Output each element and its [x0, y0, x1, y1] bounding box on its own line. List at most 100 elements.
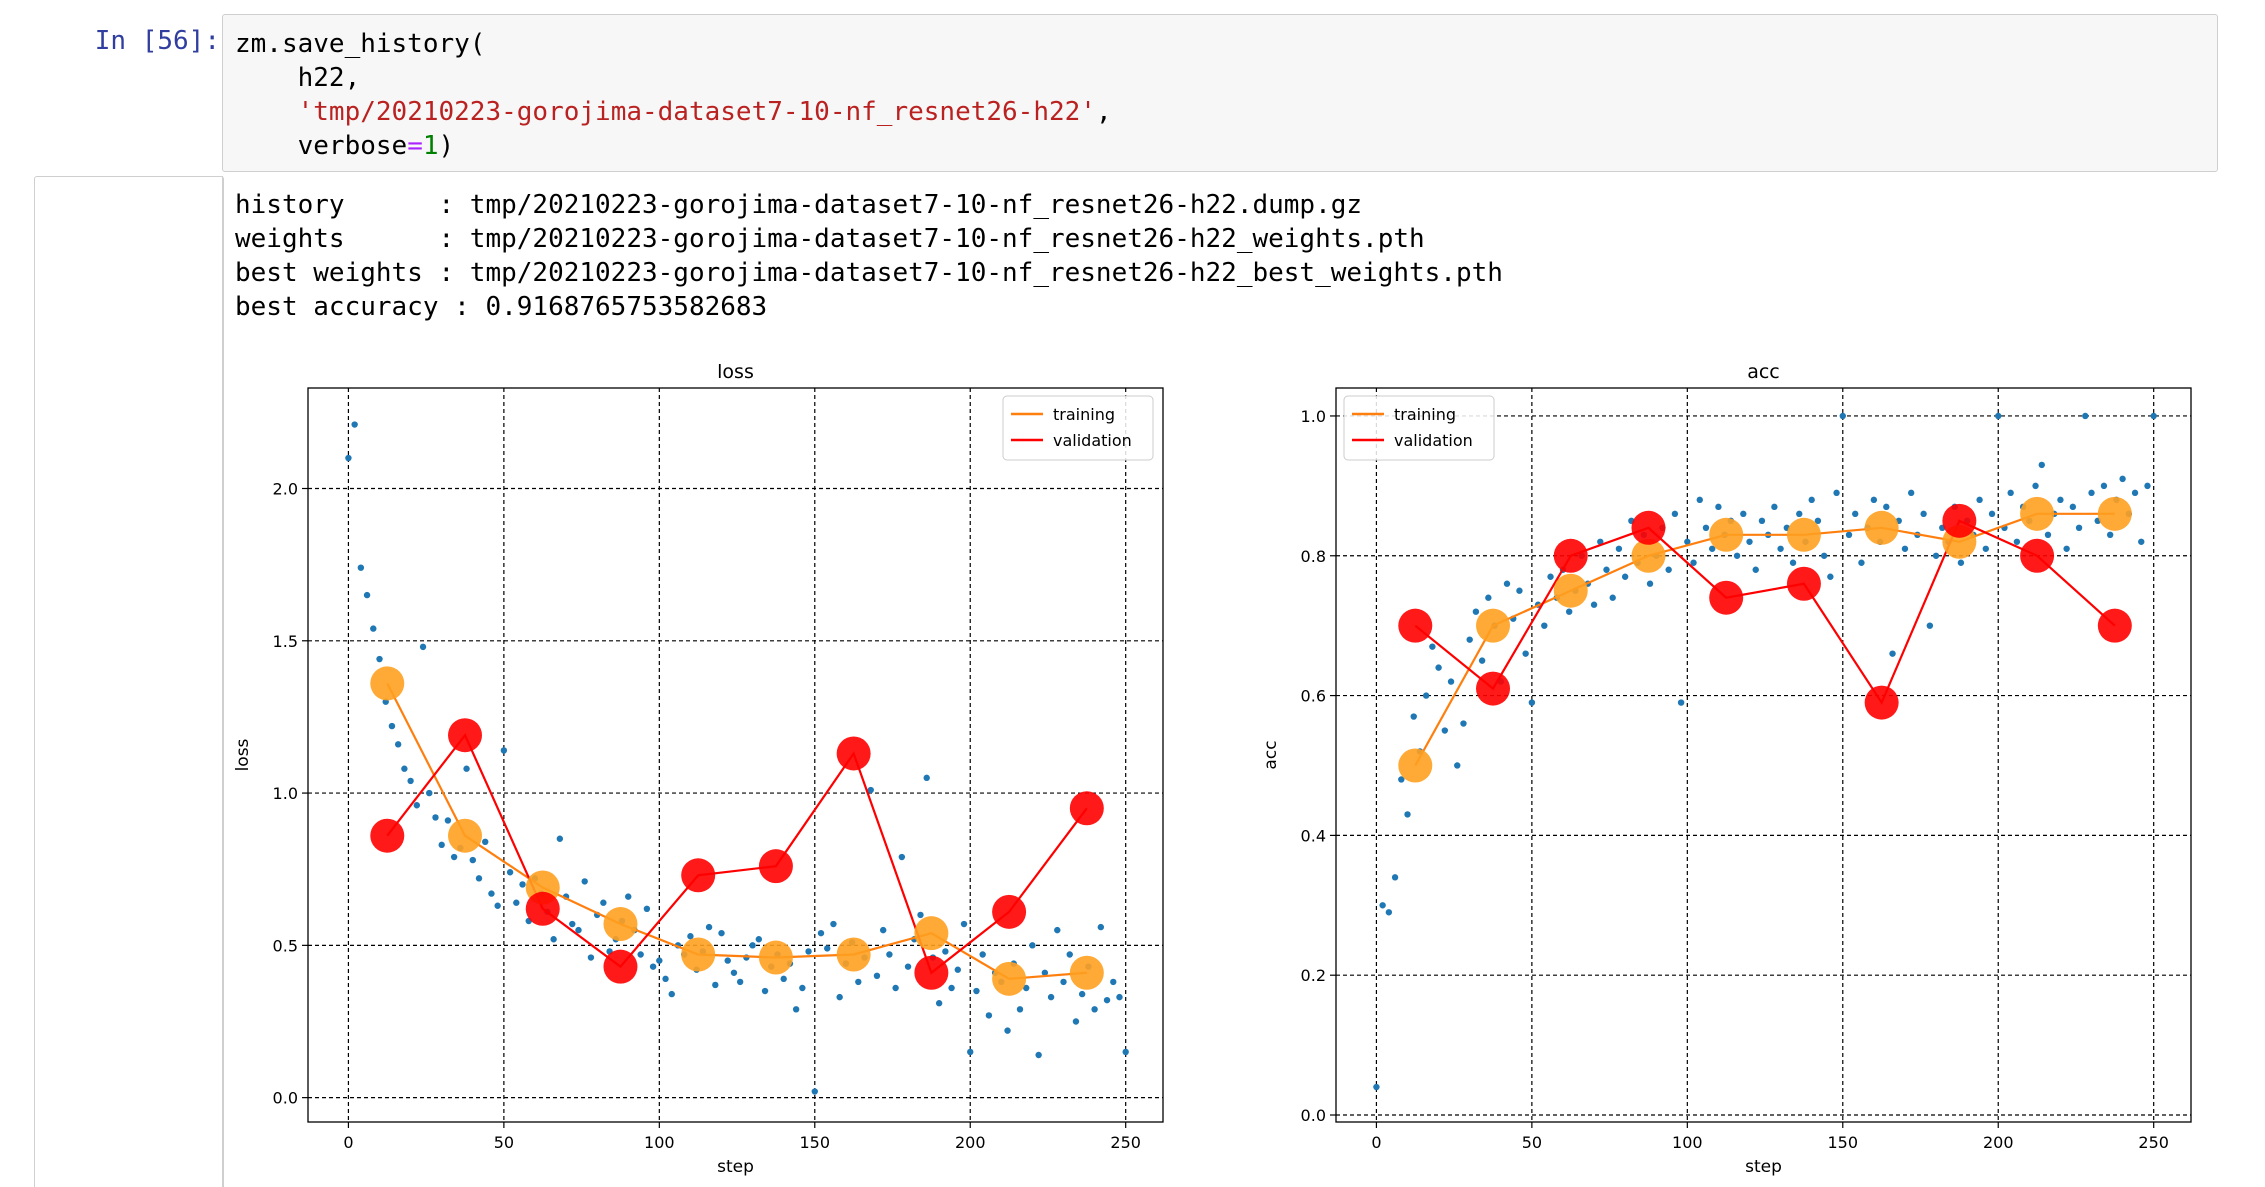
- validation-point: [1864, 685, 1899, 720]
- batch-point: [1404, 811, 1411, 818]
- validation-point: [681, 858, 716, 893]
- batch-point: [979, 951, 986, 958]
- batch-point: [1072, 1018, 1080, 1025]
- x-axis-label: step: [717, 1157, 754, 1177]
- training-point: [1786, 517, 1821, 552]
- batch-point: [450, 853, 458, 861]
- batch-point: [1004, 1027, 1011, 1034]
- batch-point: [892, 984, 899, 992]
- batch-point: [1883, 503, 1890, 511]
- batch-point: [2069, 503, 2077, 511]
- legend-label: training: [1053, 405, 1115, 424]
- batch-point: [1429, 643, 1436, 650]
- plot-frame: [307, 387, 1164, 1123]
- batch-point: [755, 936, 763, 943]
- batch-point: [482, 838, 489, 846]
- training-point: [1398, 748, 1433, 783]
- y-tick-label: 1.0: [273, 784, 298, 803]
- y-tick-label: 0.2: [1301, 966, 1326, 985]
- batch-point: [935, 1000, 943, 1007]
- batch-point: [749, 942, 756, 949]
- y-tick-label: 0.4: [1301, 826, 1326, 845]
- code-input-cell[interactable]: zm.save_history( h22, 'tmp/20210223-goro…: [222, 14, 2218, 172]
- batch-point: [898, 853, 906, 861]
- code-token: verbose: [235, 131, 408, 161]
- batch-point: [718, 929, 725, 937]
- batch-point: [1541, 622, 1548, 629]
- batch-point: [1041, 969, 1049, 976]
- batch-point: [388, 722, 396, 730]
- batch-point: [712, 981, 719, 989]
- y-tick-label: 0.5: [273, 936, 298, 955]
- legend-box: [1002, 395, 1154, 461]
- training-point: [1476, 608, 1511, 643]
- batch-point: [1758, 517, 1766, 525]
- batch-point: [1696, 496, 1703, 504]
- batch-point: [879, 926, 887, 934]
- code-editor[interactable]: zm.save_history( h22, 'tmp/20210223-goro…: [235, 27, 1112, 163]
- validation-point: [836, 736, 871, 771]
- batch-point: [469, 856, 476, 864]
- batch-point: [830, 920, 837, 928]
- validation-point: [914, 955, 949, 990]
- x-tick-label: 0: [343, 1133, 353, 1152]
- training-point: [370, 666, 405, 701]
- training-line: [1414, 512, 2115, 767]
- chart-title: loss: [717, 361, 754, 383]
- batch-point: [1603, 566, 1610, 573]
- batch-point: [923, 774, 930, 782]
- code-token: 1: [422, 131, 439, 161]
- batch-point: [1565, 608, 1573, 615]
- legend-label: validation: [1053, 431, 1132, 450]
- batch-point: [2138, 538, 2145, 545]
- batch-point: [1060, 978, 1067, 986]
- batch-point: [569, 920, 576, 928]
- training-point: [836, 937, 871, 972]
- batch-point: [780, 975, 787, 983]
- batch-point: [799, 984, 806, 992]
- batch-point: [1926, 622, 1934, 629]
- output-text: history : tmp/20210223-gorojima-dataset7…: [235, 188, 1503, 324]
- acc-chart: acc 0 50 100 150 200 250 0.0 0.2 0.4 0.6 0.8 1.0 step…: [1261, 361, 2192, 1177]
- y-axis-label: acc: [1261, 740, 1281, 769]
- batch-point: [1122, 1048, 1129, 1056]
- x-tick-label: 0: [1371, 1133, 1381, 1152]
- validation-point: [2020, 538, 2055, 573]
- validation-point: [448, 718, 483, 753]
- output-scroll-toggle[interactable]: [34, 176, 224, 1187]
- x-axis-label: step: [1745, 1157, 1782, 1177]
- batch-point: [1516, 587, 1523, 594]
- batch-point: [1435, 664, 1442, 671]
- batch-point: [488, 890, 495, 897]
- y-tick-label: 1.5: [273, 632, 298, 651]
- batch-point: [643, 905, 651, 913]
- training-point: [1069, 955, 1104, 990]
- batch-point: [370, 625, 377, 632]
- validation-point: [1631, 510, 1666, 545]
- batch-point: [867, 786, 874, 794]
- code-line: h22,: [235, 61, 1112, 95]
- batch-point: [1528, 699, 1536, 706]
- x-tick-label: 100: [1672, 1133, 1703, 1152]
- y-tick-label: 0.0: [273, 1089, 298, 1108]
- batch-point: [973, 987, 980, 995]
- y-tick-label: 0.6: [1301, 687, 1326, 706]
- validation-point: [2097, 608, 2132, 643]
- batch-point: [351, 421, 358, 428]
- batch-point: [432, 814, 439, 821]
- batch-point: [1422, 692, 1430, 699]
- batch-point: [1677, 699, 1685, 706]
- code-token: 'tmp/20210223-gorojima-dataset7-10-nf_re…: [297, 97, 1096, 127]
- batch-point: [824, 945, 831, 952]
- batch-point: [1029, 942, 1036, 949]
- batch-point: [376, 655, 383, 663]
- batch-point: [724, 957, 731, 964]
- batch-point: [413, 802, 421, 809]
- batch-point: [1078, 990, 1086, 998]
- batch-point: [1485, 594, 1492, 601]
- batch-point: [917, 911, 924, 919]
- batch-point: [1054, 926, 1061, 934]
- batch-point: [1715, 503, 1722, 511]
- batch-point: [1379, 902, 1386, 909]
- batch-point: [1091, 1006, 1098, 1013]
